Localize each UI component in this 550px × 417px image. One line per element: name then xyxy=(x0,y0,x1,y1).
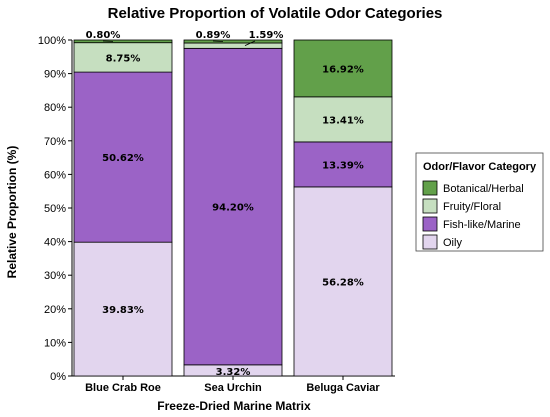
y-axis-title: Relative Proportion (%) xyxy=(5,146,19,279)
y-tick-label: 30% xyxy=(44,270,66,282)
y-tick-label: 20% xyxy=(44,304,66,316)
x-tick-label: Blue Crab Roe xyxy=(85,382,161,394)
legend-title: Odor/Flavor Category xyxy=(423,161,537,173)
bar-segment xyxy=(293,39,393,98)
x-axis-title: Freeze-Dried Marine Matrix xyxy=(157,399,311,413)
data-label: 16.92% xyxy=(322,64,364,75)
legend-item-label: Fruity/Floral xyxy=(443,201,501,213)
data-label: 94.20% xyxy=(212,203,254,214)
legend-item-label: Fish-like/Marine xyxy=(443,219,521,231)
bar-segment xyxy=(73,42,173,73)
data-label: 13.41% xyxy=(322,115,364,126)
bar-segment xyxy=(73,71,173,243)
y-tick-label: 70% xyxy=(44,136,66,148)
legend-item-label: Oily xyxy=(443,237,462,249)
bar-segment xyxy=(73,241,173,377)
y-tick-label: 90% xyxy=(44,69,66,81)
y-tick-label: 100% xyxy=(38,35,66,47)
label-leader-line xyxy=(244,40,256,47)
data-label: 50.62% xyxy=(102,153,144,164)
y-tick-label: 0% xyxy=(50,371,66,383)
bar-segment xyxy=(183,39,283,44)
bar-segment xyxy=(183,47,283,366)
data-label: 8.75% xyxy=(106,53,141,64)
legend-swatch xyxy=(422,198,438,214)
data-label: 13.39% xyxy=(322,160,364,171)
y-tick-label: 80% xyxy=(44,102,66,114)
bar-segment xyxy=(293,186,393,377)
legend-item-label: Botanical/Herbal xyxy=(443,183,524,195)
y-tick-label: 50% xyxy=(44,203,66,215)
y-tick-label: 10% xyxy=(44,337,66,349)
bar-segment xyxy=(293,141,393,188)
legend-swatch xyxy=(422,216,438,232)
plot-area: 0% 10% 20% 30% 40% 50% 60% 70% 80% 90% 100% Blue Cr… xyxy=(38,30,395,394)
chart-title: Relative Proportion of Volatile Odor Cat… xyxy=(108,5,443,22)
data-label: 39.83% xyxy=(102,305,144,316)
bar-segment xyxy=(183,42,283,49)
data-label: 0.80% xyxy=(86,30,121,41)
data-label: 0.89% xyxy=(196,30,231,41)
data-label: 3.32% xyxy=(216,367,251,378)
legend-swatch xyxy=(422,180,438,196)
legend-swatch xyxy=(422,234,438,250)
bar-segment xyxy=(293,96,393,143)
data-label: 56.28% xyxy=(322,277,364,288)
y-tick-label: 40% xyxy=(44,237,66,249)
legend: Odor/Flavor Category Botanical/Herbal Frui… xyxy=(415,152,544,252)
y-tick-label: 60% xyxy=(44,169,66,181)
bar-segment xyxy=(73,39,173,44)
data-label: 1.59% xyxy=(249,30,284,41)
x-tick-label: Beluga Caviar xyxy=(306,382,380,394)
x-tick-label: Sea Urchin xyxy=(204,382,262,394)
